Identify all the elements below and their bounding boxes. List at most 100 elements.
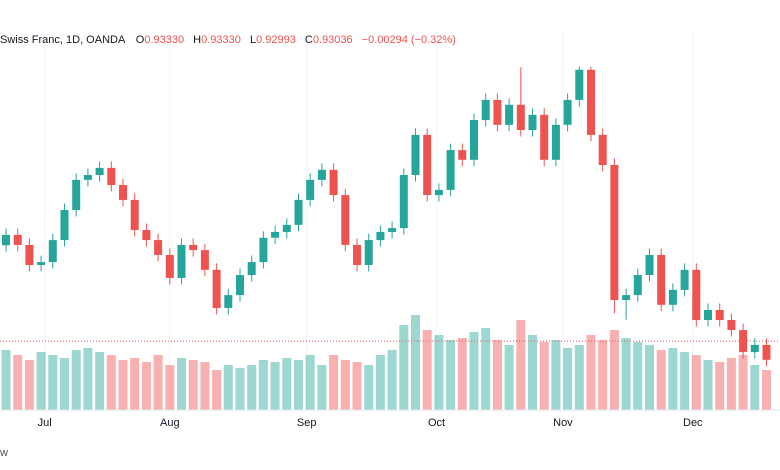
candle-body (528, 114, 537, 131)
volume-bar (188, 360, 198, 410)
volume-bar (83, 348, 93, 410)
symbol: Swiss Franc, 1D, OANDA (0, 34, 126, 46)
volume-bar (750, 365, 760, 410)
volume-bar (492, 340, 502, 410)
volume-bar (668, 348, 678, 410)
volume-bar (715, 362, 725, 410)
volume-bar (387, 350, 397, 410)
candle-body (60, 209, 69, 241)
candle-body (376, 231, 385, 241)
candle-body (423, 134, 432, 196)
volume-bar (352, 362, 362, 410)
candle-body (680, 269, 689, 290)
candle-body (306, 179, 315, 200)
candle-body (633, 275, 642, 296)
volume-bar (258, 360, 268, 410)
candle-body (247, 262, 256, 276)
low-value: 0.92993 (256, 34, 296, 46)
open-value: 0.93330 (144, 34, 184, 46)
volume-bar (212, 370, 222, 410)
candle-body (119, 185, 127, 200)
volume-bar (177, 358, 186, 410)
volume-bar (586, 335, 596, 410)
volume-bar (24, 360, 34, 410)
volume-bar (539, 342, 549, 410)
candle-body (645, 254, 654, 276)
candle-body (212, 269, 221, 309)
volume-bar (141, 362, 151, 410)
volume-bar (469, 332, 479, 410)
volume-bar (434, 335, 444, 410)
candle-body (434, 189, 443, 196)
volume-bar (375, 355, 385, 410)
volume-bar (305, 355, 315, 410)
volume-bar (703, 360, 713, 410)
candle-body (610, 164, 619, 300)
footer: w (0, 447, 8, 459)
candle-body (2, 234, 10, 246)
volume-bar (247, 365, 257, 410)
volume-bar (223, 365, 233, 410)
volume-bar (656, 350, 666, 410)
volume-bar (422, 330, 432, 410)
change: −0.00294 (−0.32%) (362, 34, 456, 46)
volume-bar (36, 352, 46, 410)
candle-body (200, 250, 209, 270)
candle-body (551, 124, 560, 160)
volume-bar (1, 350, 11, 410)
candle-body (575, 69, 584, 100)
volume-bar (270, 362, 280, 410)
close-value: 0.93036 (313, 34, 353, 46)
volume-bar (411, 315, 420, 410)
x-tick-label: Nov (553, 417, 573, 429)
volume-bar (574, 345, 584, 410)
volume-bar (48, 355, 58, 410)
candle-body (107, 167, 116, 186)
volume-bar (13, 355, 23, 410)
candle-body (505, 104, 514, 125)
volume-bar (329, 355, 339, 410)
volume-bar (235, 368, 245, 410)
volume-bar (95, 352, 105, 410)
volume-bar (609, 330, 619, 410)
candle-body (704, 309, 712, 321)
candle-body (458, 150, 467, 160)
x-tick-label: Jul (38, 417, 52, 429)
candle-body (399, 175, 408, 229)
volume-bar (130, 358, 140, 410)
candle-body (341, 195, 350, 245)
candle-body (271, 231, 280, 238)
high-label: H (193, 34, 201, 46)
x-tick-label: Dec (683, 417, 703, 429)
volume-bar (71, 350, 81, 410)
candle-body (446, 150, 455, 190)
plot (0, 30, 780, 410)
volume-bar (153, 355, 163, 410)
candle-body (598, 134, 607, 165)
candle-body (762, 344, 771, 360)
candle-body (668, 289, 677, 305)
candle-body (563, 99, 572, 125)
candle-body (493, 99, 502, 125)
volume-bar (118, 360, 128, 410)
candle-body (622, 295, 631, 300)
volume-bar (633, 342, 643, 410)
candle-body (72, 179, 81, 210)
volume-bar (340, 360, 350, 410)
candle-body (657, 254, 666, 305)
candle-body (388, 228, 397, 232)
candle-body (177, 244, 186, 278)
close-label: C (305, 34, 313, 46)
candle-body (540, 114, 549, 160)
header: Swiss Franc, 1D, OANDA O0.93330 H0.93330… (0, 34, 456, 46)
volume-bar (691, 355, 701, 410)
candle-body (317, 169, 326, 180)
volume-bar (726, 358, 736, 410)
candle-body (13, 234, 22, 245)
volume-bar (762, 370, 771, 410)
candle-body (189, 244, 198, 251)
candle-body (165, 254, 174, 278)
candle-body (236, 275, 244, 296)
candle-body (95, 167, 104, 176)
